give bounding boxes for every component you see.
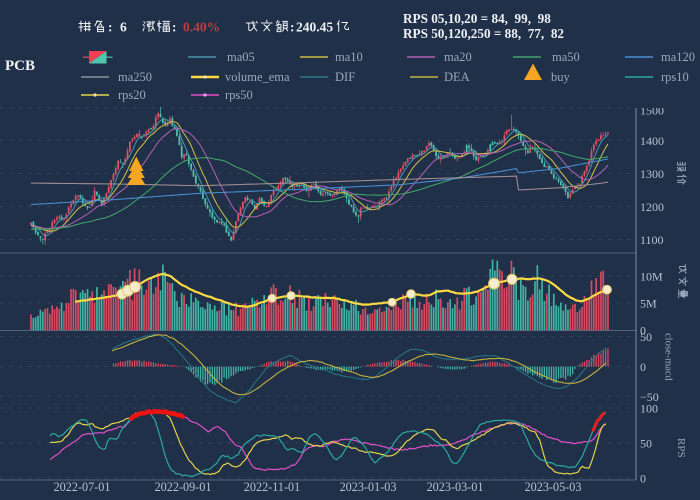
svg-text:10M: 10M [640,269,663,283]
svg-text:−50: −50 [640,390,659,404]
svg-text:volume_ema: volume_ema [225,70,290,84]
svg-text:PCB: PCB [5,58,35,74]
svg-text:0: 0 [640,471,646,485]
svg-text:DEA: DEA [444,70,470,84]
svg-text:50: 50 [640,436,652,450]
svg-text:ma50: ma50 [552,50,580,64]
svg-text:0: 0 [640,360,646,374]
svg-text::: : [108,20,113,35]
svg-text:0: 0 [640,324,646,338]
svg-text:rps20: rps20 [118,88,146,102]
svg-text:ma120: ma120 [661,50,695,64]
svg-text::: : [290,20,295,35]
svg-text:2023-05-03: 2023-05-03 [525,480,582,494]
svg-text:rps50: rps50 [225,88,253,102]
svg-text:DIF: DIF [335,70,355,84]
svg-text:100: 100 [640,401,658,415]
svg-text:1300: 1300 [640,167,664,181]
svg-text:2023-03-01: 2023-03-01 [427,480,484,494]
svg-text:RPS: RPS [675,438,687,458]
svg-text:2022-09-01: 2022-09-01 [155,480,212,494]
svg-text:close-macd: close-macd [663,333,674,382]
svg-text:50: 50 [640,330,652,344]
svg-text:ma10: ma10 [335,50,363,64]
svg-text:ma250: ma250 [118,70,152,84]
svg-text:2022-11-01: 2022-11-01 [244,480,300,494]
svg-text:6: 6 [120,20,127,35]
svg-text:1200: 1200 [640,200,664,214]
svg-text:2023-01-03: 2023-01-03 [340,480,397,494]
svg-text::: : [172,20,177,35]
svg-text:5M: 5M [640,297,657,311]
svg-text:RPS 50,120,250 = 88, 77, 82: RPS 50,120,250 = 88, 77, 82 [403,26,564,41]
svg-text:buy: buy [551,70,571,84]
svg-text:2022-07-01: 2022-07-01 [54,480,111,494]
svg-text:1400: 1400 [640,134,664,148]
svg-text:1100: 1100 [640,233,664,247]
svg-text:240.45: 240.45 [296,20,333,35]
svg-text:0.40%: 0.40% [183,20,220,35]
svg-text:RPS 05,10,20 = 84, 99, 98: RPS 05,10,20 = 84, 99, 98 [403,11,551,26]
svg-text:ma20: ma20 [444,50,472,64]
svg-text:ma05: ma05 [227,50,255,64]
svg-text:1500: 1500 [640,104,664,118]
svg-text:rps10: rps10 [661,70,689,84]
